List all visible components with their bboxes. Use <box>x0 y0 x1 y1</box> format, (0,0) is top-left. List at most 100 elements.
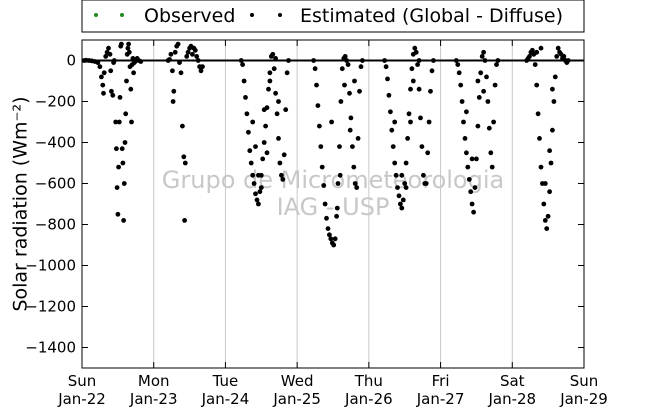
data-point <box>344 58 349 63</box>
data-point <box>347 90 352 96</box>
data-point <box>123 111 129 117</box>
data-point <box>182 218 188 223</box>
data-point <box>360 58 365 63</box>
data-point <box>345 62 351 67</box>
data-point <box>274 111 280 117</box>
data-point <box>468 189 474 195</box>
data-point <box>555 45 561 51</box>
x-tick-label-day: Sat <box>500 372 525 390</box>
data-point <box>114 185 120 191</box>
data-point <box>99 74 104 80</box>
x-tick-label-date: Jan-28 <box>487 390 536 408</box>
data-point <box>178 70 184 76</box>
data-point <box>466 177 472 182</box>
data-point <box>279 172 284 178</box>
data-point <box>246 129 251 135</box>
data-point <box>131 70 137 76</box>
data-point <box>258 185 264 191</box>
data-point <box>286 58 291 63</box>
data-point <box>485 99 491 104</box>
data-point <box>551 99 557 104</box>
data-point <box>180 123 185 129</box>
data-point <box>530 47 535 53</box>
data-point <box>541 201 547 207</box>
data-point <box>465 164 471 170</box>
x-tick-label-date: Jan-29 <box>559 390 608 408</box>
data-point <box>337 144 342 150</box>
data-points <box>81 41 571 248</box>
data-point <box>100 82 106 88</box>
data-point <box>261 140 267 145</box>
data-point <box>347 127 353 133</box>
data-point <box>527 54 532 59</box>
data-point <box>119 41 124 47</box>
data-point <box>256 201 261 207</box>
data-point <box>121 218 126 223</box>
data-point <box>125 45 131 51</box>
data-point <box>550 127 555 133</box>
data-point <box>538 164 544 170</box>
legend: Observed Estimated (Global - Diffuse) <box>81 0 585 33</box>
data-point <box>261 107 267 113</box>
data-point <box>534 49 540 55</box>
data-point <box>97 64 103 70</box>
data-point <box>469 156 475 162</box>
data-point <box>334 205 340 211</box>
legend-marker-observed-2 <box>120 13 124 17</box>
data-point <box>471 209 476 215</box>
data-point <box>318 144 324 150</box>
data-point <box>421 172 426 178</box>
data-point <box>271 66 277 72</box>
y-tick-label: −1400 <box>25 339 76 357</box>
data-point <box>129 119 134 125</box>
data-point <box>426 119 432 125</box>
data-point <box>281 152 287 158</box>
legend-marker-observed-1 <box>94 13 98 17</box>
data-point <box>548 160 554 166</box>
data-point <box>334 213 339 219</box>
data-point <box>106 45 111 51</box>
data-point <box>119 146 125 152</box>
data-point <box>325 226 331 232</box>
data-point <box>418 115 423 121</box>
data-point <box>475 78 481 84</box>
y-tick-label: −400 <box>35 134 76 152</box>
data-point <box>113 119 119 125</box>
data-point <box>400 197 406 203</box>
data-point <box>250 119 256 125</box>
legend-marker-estimated-2 <box>278 13 282 17</box>
data-point <box>342 54 348 59</box>
data-point <box>284 70 290 76</box>
data-point <box>453 58 459 63</box>
data-point <box>542 181 548 186</box>
y-tick-label: −600 <box>35 175 76 193</box>
data-point <box>138 59 144 64</box>
data-point <box>109 88 114 94</box>
data-point <box>412 45 418 51</box>
data-point <box>547 148 552 154</box>
data-point <box>542 218 548 223</box>
data-point <box>267 78 273 84</box>
y-axis-label: Solar radiation (Wm⁻²) <box>10 96 32 311</box>
x-tick-label-day: Sun <box>68 372 97 390</box>
data-point <box>416 86 422 92</box>
data-point <box>481 49 486 55</box>
x-tick-label-day: Tue <box>212 372 239 390</box>
data-point <box>538 45 544 51</box>
legend-label-observed: Observed <box>144 5 235 27</box>
data-point <box>399 172 405 178</box>
data-point <box>117 95 123 100</box>
legend-label-estimated: Estimated (Global - Diffuse) <box>300 5 563 27</box>
data-point <box>561 54 567 59</box>
x-tick-label-date: Jan-25 <box>272 390 321 408</box>
data-point <box>352 181 358 186</box>
watermark: Grupo de Micrometeorologia IAG - USP <box>162 166 504 221</box>
data-point <box>122 140 128 145</box>
data-point <box>182 160 188 166</box>
data-point <box>116 119 122 125</box>
data-point <box>390 144 396 150</box>
data-point <box>494 62 499 67</box>
data-point <box>469 201 475 207</box>
data-point <box>253 191 258 197</box>
data-point <box>195 58 201 63</box>
